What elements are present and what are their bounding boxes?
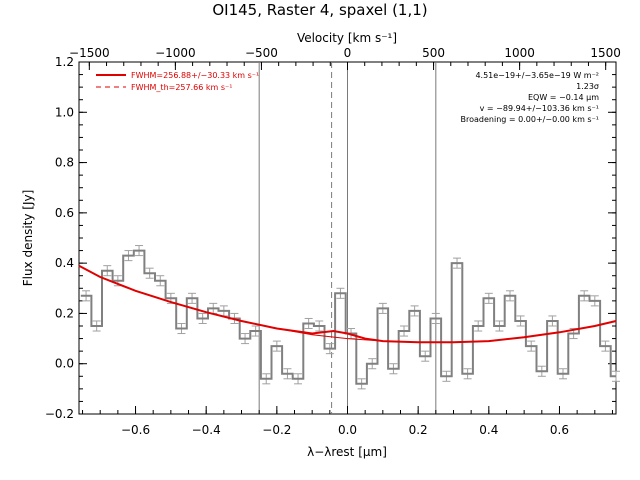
x-tick-label: −0.6 <box>121 423 150 437</box>
top-tick-label: −1500 <box>69 46 110 60</box>
annotation-broadening: Broadening = 0.00+/−0.00 km s⁻¹ <box>461 115 599 124</box>
annotation-line-flux: 4.51e−19+/−3.65e−19 W m⁻² <box>475 71 599 80</box>
observed-spectrum-step <box>80 249 616 385</box>
top-tick-label: 1500 <box>590 46 621 60</box>
top-x-axis-label: Velocity [km s⁻¹] <box>297 31 397 45</box>
baseline-curve <box>78 265 617 343</box>
annotation-velocity: v = −89.94+/−103.36 km s⁻¹ <box>480 104 599 113</box>
y-tick-label: 0.4 <box>55 256 74 270</box>
top-tick-label: 500 <box>422 46 445 60</box>
annotation-significance: 1.23σ <box>576 82 599 91</box>
annotation-eqw: EQW = −0.14 μm <box>528 93 599 102</box>
legend-entry-fwhm-th: FWHM_th=257.66 km s⁻¹ <box>131 83 232 92</box>
y-axis-label: Flux density [Jy] <box>21 190 35 287</box>
y-tick-label: 1.2 <box>55 55 74 69</box>
y-tick-label: 0.2 <box>55 306 74 320</box>
x-tick-label: −0.2 <box>262 423 291 437</box>
x-tick-label: 0.0 <box>338 423 357 437</box>
legend-entry-fwhm: FWHM=256.88+/−30.33 km s⁻¹ <box>131 71 259 80</box>
top-tick-label: −500 <box>245 46 278 60</box>
y-tick-label: 0.6 <box>55 206 74 220</box>
x-tick-label: 0.2 <box>409 423 428 437</box>
legend: FWHM=256.88+/−30.33 km s⁻¹ FWHM_th=257.6… <box>96 71 259 92</box>
y-tick-label: 0.0 <box>55 357 74 371</box>
top-tick-label: 0 <box>344 46 352 60</box>
y-tick-label: 0.8 <box>55 156 74 170</box>
x-tick-label: 0.4 <box>479 423 498 437</box>
x-tick-label: −0.4 <box>192 423 221 437</box>
x-axis-label: λ−λrest [μm] <box>307 445 387 459</box>
y-tick-label: −0.2 <box>45 407 74 421</box>
fit-annotations: 4.51e−19+/−3.65e−19 W m⁻² 1.23σ EQW = −0… <box>461 71 600 124</box>
y-tick-label: 1.0 <box>55 105 74 119</box>
chart-title: OI145, Raster 4, spaxel (1,1) <box>212 1 427 19</box>
x-tick-label: 0.6 <box>550 423 569 437</box>
top-tick-label: −1000 <box>155 46 196 60</box>
top-tick-label: 1000 <box>504 46 535 60</box>
